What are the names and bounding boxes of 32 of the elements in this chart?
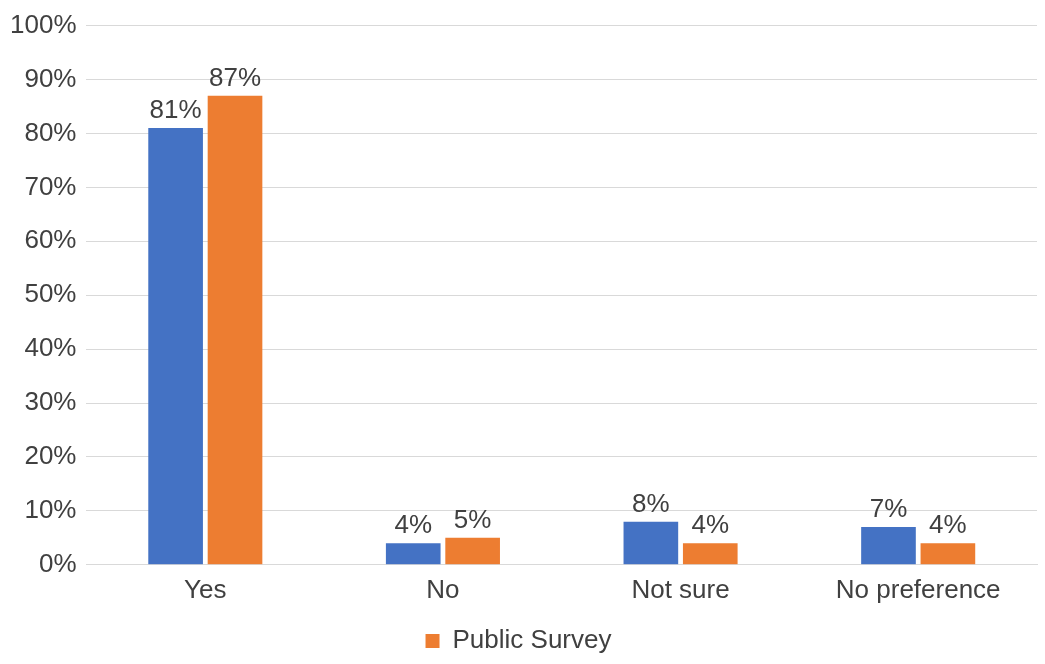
- data-label: 4%: [929, 509, 967, 540]
- y-tick-label: 40%: [24, 332, 77, 363]
- y-tick-label: 10%: [24, 494, 77, 525]
- bar: [623, 521, 679, 565]
- y-tick-label: 60%: [24, 224, 77, 255]
- bar: [207, 95, 263, 565]
- x-tick-label: No preference: [835, 573, 1001, 604]
- data-label: 87%: [208, 61, 262, 92]
- bar: [920, 543, 976, 565]
- y-tick-label: 0%: [38, 547, 77, 578]
- data-label: 8%: [632, 487, 670, 518]
- data-label: 81%: [149, 94, 202, 125]
- bar: [861, 527, 916, 565]
- y-tick-label: 90%: [24, 62, 77, 93]
- bar: [148, 128, 203, 565]
- y-tick-label: 20%: [24, 440, 77, 471]
- x-tick-label: Not sure: [631, 573, 730, 604]
- y-tick-label: 30%: [24, 386, 77, 417]
- data-label: 5%: [453, 504, 492, 535]
- data-label: 4%: [691, 509, 730, 540]
- y-tick-label: 80%: [24, 116, 77, 147]
- y-tick-label: 100%: [10, 8, 77, 39]
- y-tick-label: 50%: [24, 278, 77, 309]
- legend-label: Public Survey: [452, 624, 612, 655]
- bar: [682, 543, 738, 565]
- bar: [385, 543, 441, 565]
- data-label: 7%: [869, 493, 908, 524]
- x-tick-label: Yes: [184, 573, 227, 604]
- data-label: 4%: [394, 509, 433, 540]
- y-tick-label: 70%: [24, 170, 77, 201]
- x-tick-label: No: [426, 573, 460, 604]
- bar: [445, 537, 500, 565]
